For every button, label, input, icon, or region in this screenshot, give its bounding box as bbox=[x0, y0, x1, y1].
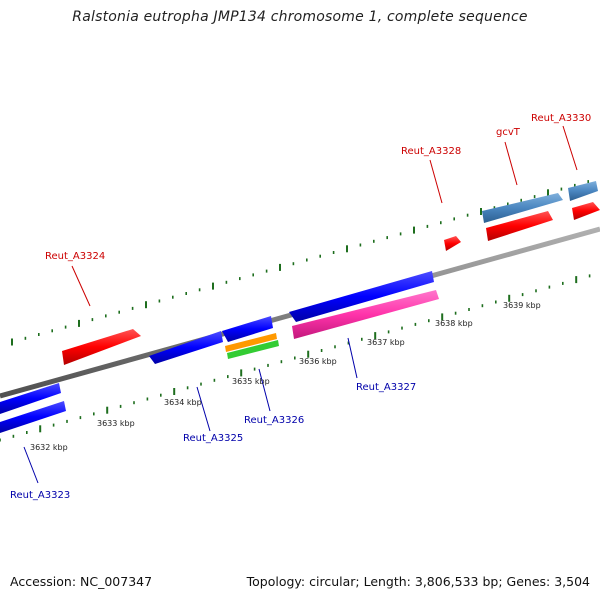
gene-arrow-reut-a3323-a[interactable] bbox=[0, 383, 61, 414]
forward-features bbox=[62, 181, 600, 365]
gene-arrow-gcvt[interactable] bbox=[486, 211, 553, 241]
gene-arrow-reut-a3326[interactable] bbox=[222, 316, 273, 342]
gene-arrow-reut-a3324[interactable] bbox=[62, 329, 141, 365]
kbp-label-3635: 3635 kbp bbox=[232, 377, 270, 386]
reverse-features bbox=[0, 271, 434, 433]
gene-arrow-steel-a[interactable] bbox=[482, 193, 563, 223]
kbp-label-3632: 3632 kbp bbox=[30, 443, 68, 452]
kbp-label-3638: 3638 kbp bbox=[435, 319, 473, 328]
gene-arrow-reut-a3326-orange[interactable] bbox=[225, 333, 277, 352]
kbp-label-3636: 3636 kbp bbox=[299, 357, 337, 366]
kbp-scale-labels: 3632 kbp 3633 kbp 3634 kbp 3635 kbp 3636… bbox=[30, 301, 541, 452]
kbp-label-3637: 3637 kbp bbox=[367, 338, 405, 347]
callout-reut-a3323 bbox=[23, 446, 39, 484]
gene-arrow-reut-a3327[interactable] bbox=[289, 271, 434, 322]
callout-reut-a3324 bbox=[71, 265, 91, 307]
callout-reut-a3328 bbox=[429, 159, 443, 204]
upper-tick-row bbox=[11, 180, 590, 346]
gene-arrow-reut-a3330[interactable] bbox=[572, 202, 600, 220]
gene-label-reut-a3326[interactable]: Reut_A3326 bbox=[244, 415, 304, 426]
kbp-label-3633: 3633 kbp bbox=[97, 419, 135, 428]
callout-reut-a3326 bbox=[258, 368, 271, 412]
topology-text: Topology: circular; Length: 3,806,533 bp… bbox=[246, 574, 590, 589]
gene-label-reut-a3330[interactable]: Reut_A3330 bbox=[531, 113, 591, 124]
kbp-label-3634: 3634 kbp bbox=[164, 398, 202, 407]
accession-text: Accession: NC_007347 bbox=[10, 574, 153, 589]
lower-tick-row bbox=[0, 274, 591, 442]
gene-label-reut-a3328[interactable]: Reut_A3328 bbox=[401, 146, 461, 157]
kbp-label-3639: 3639 kbp bbox=[503, 301, 541, 310]
gene-label-reut-a3327[interactable]: Reut_A3327 bbox=[356, 382, 416, 393]
gene-arrow-reut-a3327-pink[interactable] bbox=[292, 290, 439, 339]
gene-arrow-reut-a3328[interactable] bbox=[444, 236, 461, 251]
callout-reut-a3330 bbox=[562, 125, 578, 171]
callout-reut-a3327 bbox=[347, 337, 358, 379]
gene-label-reut-a3324[interactable]: Reut_A3324 bbox=[45, 251, 105, 262]
gene-labels: Reut_A3324 Reut_A3328 gcvT Reut_A3330 Re… bbox=[10, 113, 591, 501]
callout-gcvt bbox=[504, 141, 518, 186]
map-title: Ralstonia eutropha JMP134 chromosome 1, … bbox=[72, 9, 528, 25]
callout-reut-a3325 bbox=[196, 386, 211, 432]
gene-label-gcvt[interactable]: gcvT bbox=[496, 127, 521, 138]
callout-lines bbox=[23, 125, 578, 484]
gene-label-reut-a3323[interactable]: Reut_A3323 bbox=[10, 490, 70, 501]
gene-label-reut-a3325[interactable]: Reut_A3325 bbox=[183, 433, 243, 444]
gene-arrow-reut-a3325[interactable] bbox=[149, 331, 223, 364]
gene-arrow-steel-b[interactable] bbox=[568, 181, 598, 201]
gene-arrow-reut-a3323-b[interactable] bbox=[0, 401, 66, 433]
gene-arrow-reut-a3326-green[interactable] bbox=[227, 340, 279, 359]
